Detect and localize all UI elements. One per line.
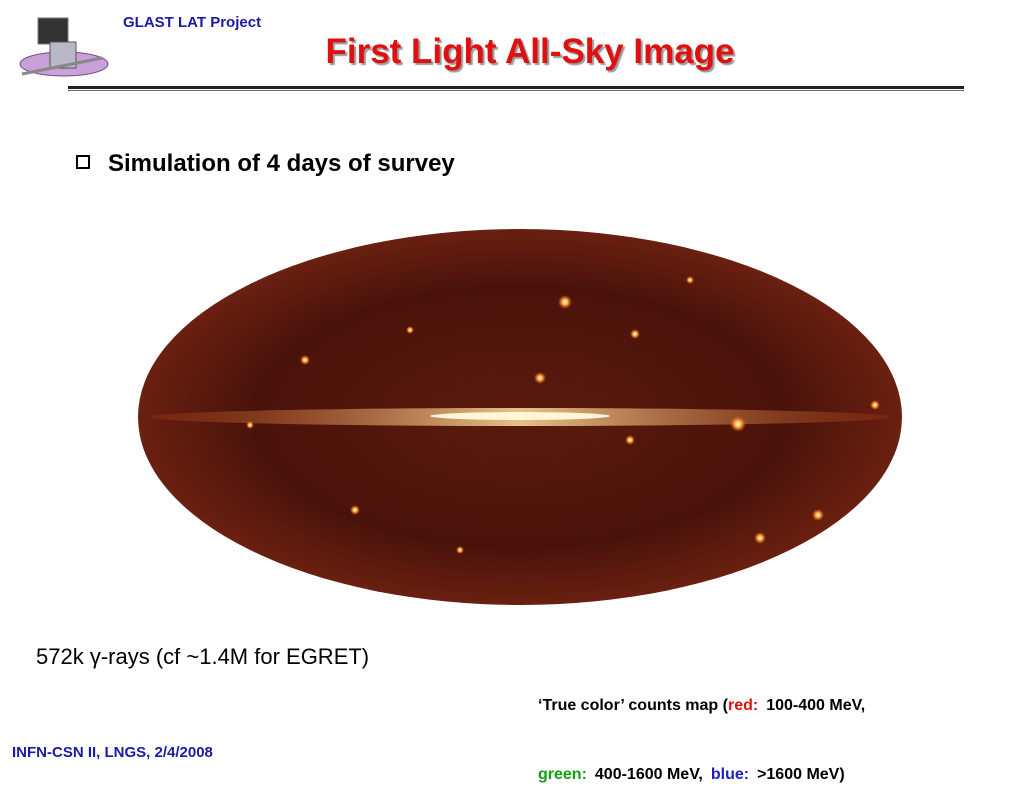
slide-title: First Light All-Sky Image xyxy=(325,32,735,71)
caption: 572k γ-rays (cf ~1.4M for EGRET) xyxy=(36,644,370,669)
source xyxy=(730,416,746,432)
footer: INFN-CSN II, LNGS, 2/4/2008 xyxy=(12,744,213,761)
source xyxy=(406,326,414,334)
legend-green: green: xyxy=(538,766,587,783)
sky-map xyxy=(138,229,902,605)
legend-text: 400-1600 MeV, xyxy=(594,766,703,783)
source xyxy=(534,372,546,384)
logo xyxy=(19,17,109,77)
source xyxy=(625,435,635,445)
source xyxy=(630,329,640,339)
source xyxy=(456,546,464,554)
bullet-icon xyxy=(76,155,90,169)
source xyxy=(558,295,572,309)
project-name: GLAST LAT Project xyxy=(123,14,262,31)
source xyxy=(754,532,766,544)
legend-text: 100-400 MeV, xyxy=(766,697,866,714)
legend-text: >1600 MeV) xyxy=(757,766,845,783)
legend-line: green: 400-1600 MeV, blue: >1600 MeV) xyxy=(538,763,865,786)
logo-panel xyxy=(37,17,69,45)
source xyxy=(870,400,880,410)
source xyxy=(246,421,254,429)
title-rule xyxy=(68,86,964,89)
slide: {"header": {"project": "GLAST LAT Projec… xyxy=(12,14,964,783)
source xyxy=(812,509,824,521)
point-sources xyxy=(246,276,880,554)
source xyxy=(350,505,360,515)
logo-boom xyxy=(21,56,103,76)
color-legend: ‘True color’ counts map (red: 100-400 MeV… xyxy=(538,648,865,809)
legend-red: red: xyxy=(727,697,759,714)
source xyxy=(300,355,310,365)
galactic-center xyxy=(430,412,610,420)
bullet-text: Simulation of 4 days of survey xyxy=(108,150,455,177)
legend-blue: blue: xyxy=(710,766,750,783)
source xyxy=(686,276,694,284)
title-rule xyxy=(68,90,964,91)
legend-line: ‘True color’ counts map (red: 100-400 MeV… xyxy=(538,694,865,717)
legend-text: ‘True color’ counts map ( xyxy=(538,697,728,714)
